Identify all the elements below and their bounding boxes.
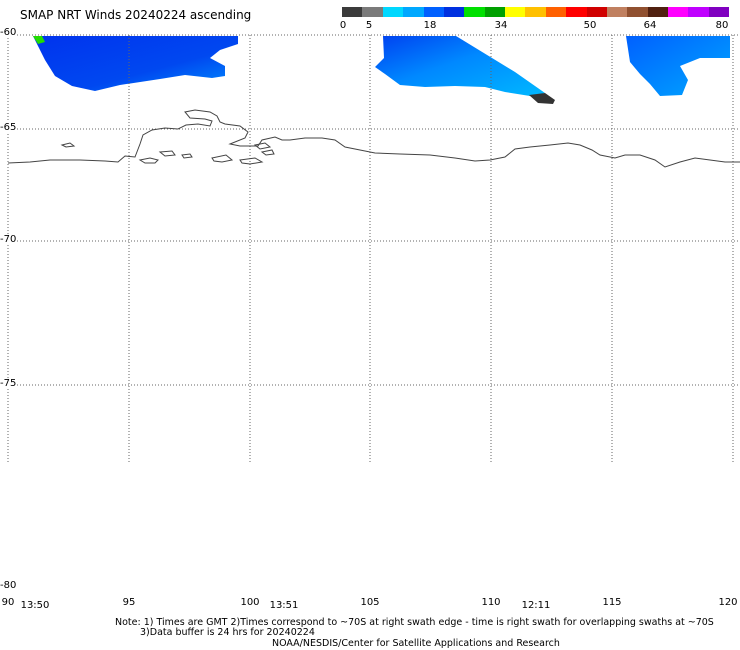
note-line-1: Note: 1) Times are GMT 2)Times correspon… [115, 617, 714, 628]
note-line-3: NOAA/NESDIS/Center for Satellite Applica… [272, 638, 560, 649]
lon-label-105: 105 [360, 597, 380, 608]
colorbar-segment [566, 7, 587, 17]
colorbar-segment [525, 7, 546, 17]
map-title: SMAP NRT Winds 20240224 ascending [20, 8, 252, 22]
wind-swath-center [375, 36, 545, 96]
colorbar-segment [545, 7, 567, 17]
colorbar-segment [362, 7, 383, 17]
map-grid [7, 34, 740, 463]
lat-label-60: -60 [0, 27, 18, 38]
swath-time-3: 12:11 [521, 600, 551, 611]
colorbar-label-0: 0 [339, 20, 347, 31]
swath-time-1: 13:50 [20, 600, 50, 611]
wind-swath-left [33, 36, 238, 91]
colorbar-segment [586, 7, 607, 17]
colorbar-segment [627, 7, 648, 17]
colorbar-segment [423, 7, 444, 17]
colorbar-segment [606, 7, 628, 17]
wind-swath-right [626, 36, 730, 96]
lon-label-115: 115 [602, 597, 622, 608]
lon-label-90: 90 [1, 597, 15, 608]
colorbar-segment [708, 7, 730, 17]
colorbar-label-34: 34 [494, 20, 508, 31]
lon-label-120: 120 [718, 597, 738, 608]
lat-label-70: -70 [0, 234, 18, 245]
antarctic-coastline [7, 109, 740, 168]
wind-swath-left-high-wind [33, 36, 45, 44]
lon-label-95: 95 [122, 597, 136, 608]
lon-label-100: 100 [240, 597, 260, 608]
lat-label-65: -65 [0, 122, 18, 133]
wind-swaths [33, 36, 730, 104]
colorbar-segment [647, 7, 668, 17]
wind-swath-center-tip [529, 93, 555, 104]
colorbar-label-80: 80 [715, 20, 729, 31]
lat-label-80: -80 [0, 580, 18, 591]
colorbar-segment [342, 7, 363, 17]
lat-label-75: -75 [0, 378, 18, 389]
colorbar-segment [668, 7, 689, 17]
colorbar-label-18: 18 [423, 20, 437, 31]
note-line-2: 3)Data buffer is 24 hrs for 20240224 [140, 627, 315, 638]
colorbar-segment [505, 7, 526, 17]
colorbar-label-5: 5 [365, 20, 373, 31]
colorbar-label-64: 64 [643, 20, 657, 31]
colorbar-label-50: 50 [583, 20, 597, 31]
lon-label-110: 110 [481, 597, 501, 608]
colorbar-segment [688, 7, 709, 17]
colorbar-segment [403, 7, 424, 17]
colorbar-segment [382, 7, 404, 17]
wind-speed-colorbar [342, 7, 730, 17]
colorbar-segment [464, 7, 485, 17]
swath-time-2: 13:51 [269, 600, 299, 611]
colorbar-segment [443, 7, 465, 17]
colorbar-segment [484, 7, 505, 17]
